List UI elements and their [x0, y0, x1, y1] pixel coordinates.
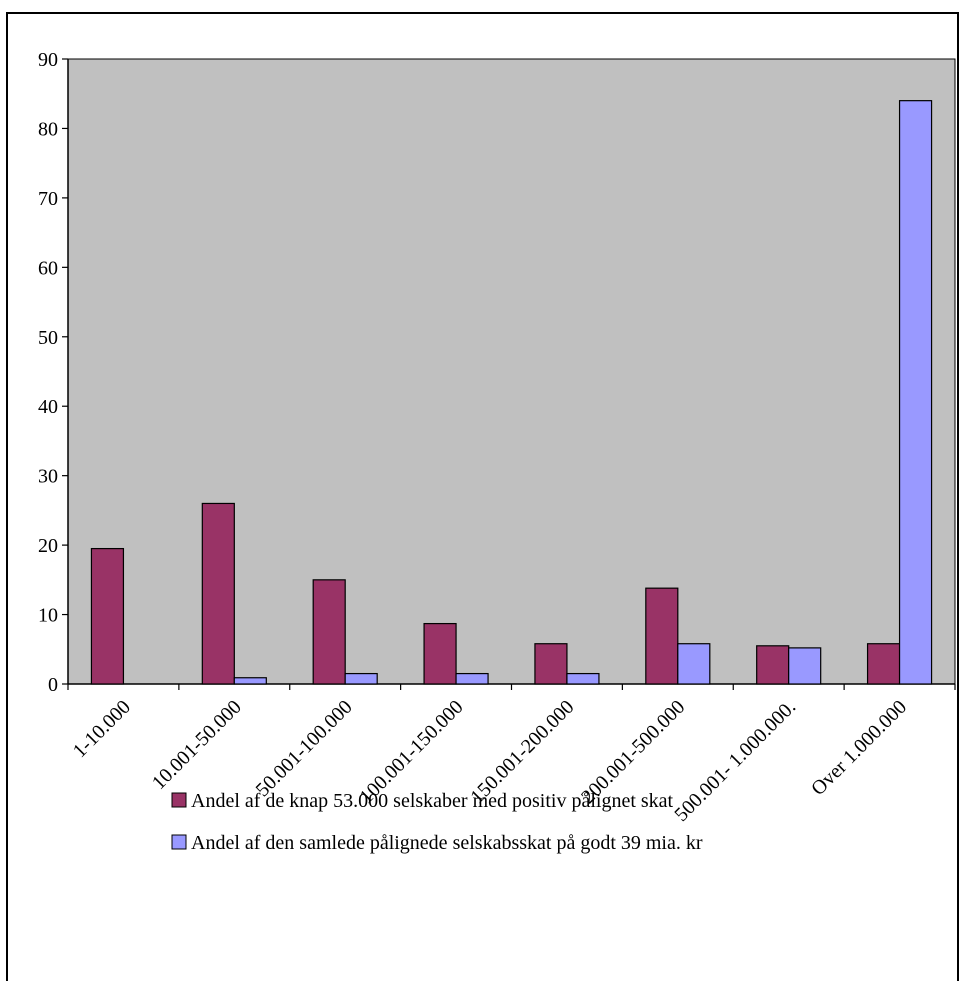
y-tick-label: 10	[38, 605, 58, 627]
bar-series-1	[313, 580, 345, 684]
bar-series-1	[868, 644, 900, 684]
bar-series-2	[456, 674, 488, 684]
x-category-label: 10.001-50.000	[148, 696, 246, 794]
bar-series-1	[535, 644, 567, 684]
plot-area	[68, 59, 955, 684]
y-tick-label: 60	[38, 257, 58, 279]
y-tick-label: 20	[38, 535, 58, 557]
bar-series-1	[646, 588, 678, 684]
legend-label-series-1: Andel af de knap 53.000 selskaber med po…	[191, 790, 674, 812]
bar-series-1	[424, 624, 456, 684]
bar-series-2	[234, 678, 266, 684]
x-category-label: 1-10.000	[69, 696, 135, 762]
y-tick-label: 40	[38, 396, 58, 418]
y-axis: 0 10 20 30 40 50 60 70 80 90	[38, 49, 68, 696]
legend: Andel af de knap 53.000 selskaber med po…	[172, 790, 703, 854]
legend-swatch-series-1	[172, 793, 186, 807]
y-tick-label: 50	[38, 327, 58, 349]
legend-label-series-2: Andel af den samlede pålignede selskabss…	[191, 832, 703, 854]
x-category-label: Over 1.000.000	[807, 696, 911, 800]
bar-series-2	[900, 101, 932, 684]
bar-series-2	[789, 648, 821, 684]
y-tick-label: 0	[48, 674, 58, 696]
bar-series-1	[91, 549, 123, 684]
bar-series-1	[757, 646, 789, 684]
x-category-label: 50.001-100.000	[252, 696, 357, 801]
bar-series-2	[567, 674, 599, 684]
legend-swatch-series-2	[172, 835, 186, 849]
bar-series-2	[678, 644, 710, 684]
y-tick-label: 70	[38, 188, 58, 210]
bar-series-2	[345, 674, 377, 684]
y-tick-label: 80	[38, 118, 58, 140]
x-category-label: 500.001- 1.000.000.	[670, 696, 800, 826]
bar-series-1	[202, 503, 234, 684]
y-tick-label: 30	[38, 466, 58, 488]
y-tick-label: 90	[38, 49, 58, 71]
